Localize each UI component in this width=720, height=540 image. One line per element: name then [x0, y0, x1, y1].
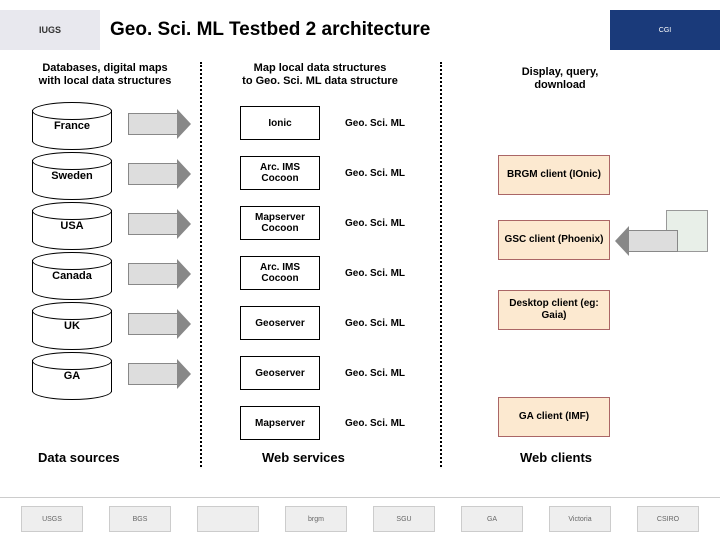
db-sweden: Sweden: [32, 160, 112, 192]
iugs-logo: IUGS: [0, 10, 100, 50]
logo-brgm: brgm: [285, 506, 347, 532]
logo-bgs: BGS: [109, 506, 171, 532]
client-desktop: Desktop client (eg: Gaia): [498, 290, 610, 330]
label-web-services: Web services: [262, 450, 345, 465]
service-arcims-2: Arc. IMS Cocoon: [240, 256, 320, 290]
arrow-canada: [128, 263, 178, 285]
arrow-sweden: [128, 163, 178, 185]
service-mapserver: Mapserver: [240, 406, 320, 440]
logo-victoria: Victoria: [549, 506, 611, 532]
output-1: Geo. Sci. ML: [345, 113, 415, 133]
output-3: Geo. Sci. ML: [345, 213, 415, 233]
logo-3: [197, 506, 259, 532]
column-head-databases: Databases, digital mapswith local data s…: [20, 62, 190, 88]
logo-sgu: SGU: [373, 506, 435, 532]
arrow-ga: [128, 363, 178, 385]
db-uk: UK: [32, 310, 112, 342]
arrow-usa: [128, 213, 178, 235]
db-france: France: [32, 110, 112, 142]
output-6: Geo. Sci. ML: [345, 363, 415, 383]
db-usa: USA: [32, 210, 112, 242]
db-canada: Canada: [32, 260, 112, 292]
column-head-mapping: Map local data structuresto Geo. Sci. ML…: [220, 62, 420, 88]
output-5: Geo. Sci. ML: [345, 313, 415, 333]
db-ga: GA: [32, 360, 112, 392]
service-mapserver-cocoon: Mapserver Cocoon: [240, 206, 320, 240]
logo-csiro: CSIRO: [637, 506, 699, 532]
cgi-logo: CGI: [610, 10, 720, 50]
service-geoserver-2: Geoserver: [240, 356, 320, 390]
arrow-france: [128, 113, 178, 135]
service-ionic: Ionic: [240, 106, 320, 140]
client-ga: GA client (IMF): [498, 397, 610, 437]
output-4: Geo. Sci. ML: [345, 263, 415, 283]
output-7: Geo. Sci. ML: [345, 413, 415, 433]
arrow-uk: [128, 313, 178, 335]
column-head-clients: Display, query,download: [490, 66, 630, 92]
label-web-clients: Web clients: [520, 450, 592, 465]
divider-1: [200, 62, 202, 467]
footer: USGS BGS brgm SGU GA Victoria CSIRO: [0, 497, 720, 540]
client-gsc: GSC client (Phoenix): [498, 220, 610, 260]
page-title: Geo. Sci. ML Testbed 2 architecture: [100, 19, 610, 41]
output-2: Geo. Sci. ML: [345, 163, 415, 183]
label-data-sources: Data sources: [38, 450, 120, 465]
service-arcims-1: Arc. IMS Cocoon: [240, 156, 320, 190]
arrow-map: [628, 230, 678, 252]
client-brgm: BRGM client (IOnic): [498, 155, 610, 195]
logo-ga: GA: [461, 506, 523, 532]
divider-2: [440, 62, 442, 467]
service-geoserver-1: Geoserver: [240, 306, 320, 340]
logo-usgs: USGS: [21, 506, 83, 532]
